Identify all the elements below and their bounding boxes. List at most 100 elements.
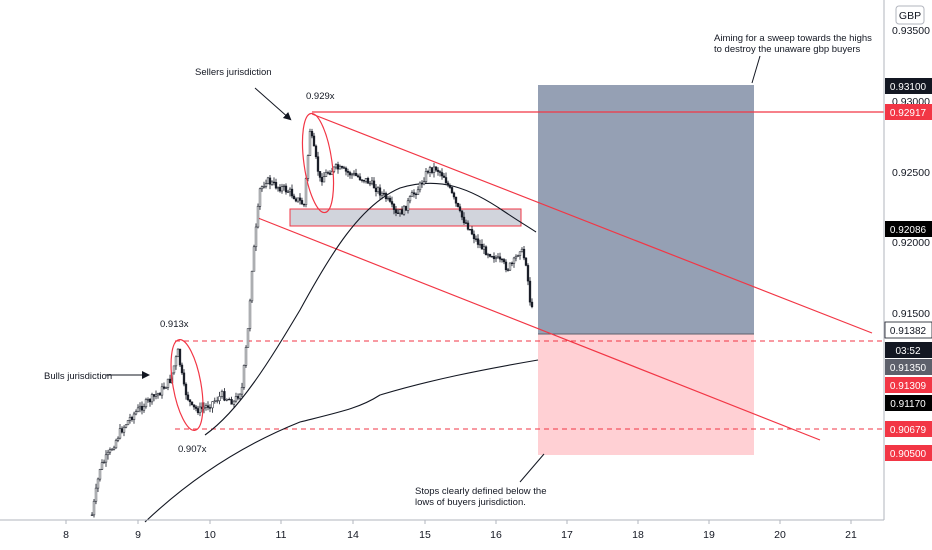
candle-body	[420, 182, 424, 185]
candle-body	[362, 179, 366, 182]
candle-body	[322, 176, 326, 183]
moving-average-fast	[204, 182, 537, 436]
candle-body	[410, 192, 414, 197]
candle-body	[114, 440, 118, 449]
candle-body	[270, 181, 274, 185]
time-tick-label: 19	[703, 529, 715, 541]
candle-body	[316, 156, 320, 172]
candle-body	[264, 183, 268, 187]
currency-label: GBP	[899, 10, 921, 22]
candle-body	[518, 251, 522, 256]
candle-body	[211, 401, 214, 409]
candle-body	[358, 176, 362, 181]
supply-zone[interactable]	[289, 208, 522, 227]
stop-note-pointer	[519, 453, 545, 483]
candle-body	[450, 187, 454, 194]
candle-body	[482, 246, 486, 250]
candle-body	[218, 396, 221, 401]
candle-body	[278, 186, 282, 192]
loss-zone[interactable]	[538, 334, 754, 455]
candle-body	[158, 393, 162, 396]
price-label-box	[885, 104, 932, 120]
time-tick-label: 17	[561, 529, 573, 541]
candle-body	[258, 188, 262, 207]
candle-body	[188, 399, 192, 403]
candle-body	[94, 487, 98, 502]
channel-lower-line[interactable]	[257, 217, 821, 441]
candle-body	[164, 387, 168, 389]
candle-body	[176, 348, 180, 358]
time-tick-label: 11	[276, 529, 287, 541]
candle-body	[310, 131, 314, 137]
candle-body	[386, 197, 390, 200]
candle-body	[204, 405, 208, 408]
candle-body	[268, 177, 272, 185]
candle-body	[374, 187, 378, 192]
candle-body	[142, 406, 146, 411]
candle-body	[280, 186, 284, 192]
price-label-text: 0.91309	[890, 381, 927, 392]
candle-body	[504, 261, 508, 271]
candle-body	[372, 180, 376, 189]
candle-body	[426, 171, 430, 173]
candle-body	[390, 201, 394, 205]
candle-body	[376, 187, 380, 192]
candle-body	[166, 378, 170, 388]
candle-body	[334, 164, 338, 168]
candle-body	[138, 405, 142, 409]
candle-body	[430, 167, 434, 173]
candle-body	[346, 171, 350, 173]
price-label-box	[885, 78, 932, 94]
candle-body	[276, 186, 280, 189]
candle-body	[466, 222, 470, 230]
candle-body	[512, 257, 516, 264]
price-label-text: 0.90679	[890, 425, 927, 436]
candle-body	[152, 394, 156, 397]
candle-body	[318, 171, 322, 178]
moving-average-slow	[144, 359, 539, 523]
candle-body	[456, 202, 460, 207]
candle-body	[452, 192, 456, 198]
candle-body	[244, 347, 248, 366]
candle-body	[238, 393, 242, 399]
candle-body	[384, 193, 388, 200]
candle-body	[140, 405, 144, 411]
target-note-pointer	[751, 55, 761, 84]
profit-zone[interactable]	[538, 85, 754, 334]
time-tick-label: 15	[419, 529, 431, 541]
candle-body	[326, 172, 330, 174]
candle-body	[144, 399, 148, 408]
candle-body	[146, 399, 150, 401]
candle-body	[92, 500, 96, 516]
sellers-arrow	[254, 87, 292, 121]
candle-body	[418, 182, 422, 191]
candle-body	[290, 188, 294, 197]
candle-body	[402, 205, 406, 215]
price-tick-label: 0.92000	[892, 237, 930, 249]
channel-upper-line[interactable]	[311, 113, 873, 334]
candle-body	[348, 172, 352, 176]
candle-body	[314, 145, 318, 157]
candle-body	[336, 164, 340, 170]
bulls-ellipse	[170, 339, 204, 431]
candle-body	[340, 166, 344, 168]
candle-body	[90, 514, 94, 516]
currency-badge[interactable]	[895, 5, 925, 25]
candle-body	[216, 400, 219, 402]
candle-body	[440, 172, 444, 177]
candle-body	[516, 255, 520, 257]
candle-body	[464, 222, 468, 224]
candle-body	[262, 186, 266, 188]
candle-body	[458, 206, 462, 212]
time-tick-label: 14	[347, 529, 359, 541]
candle-body	[400, 209, 404, 215]
candle-body	[396, 212, 400, 214]
candle-body	[368, 182, 372, 185]
candle-body	[378, 187, 382, 196]
candle-body	[324, 172, 328, 177]
candle-body	[223, 391, 226, 401]
candle-body	[254, 226, 258, 248]
candle-body	[256, 205, 260, 228]
candle-body	[528, 280, 532, 303]
